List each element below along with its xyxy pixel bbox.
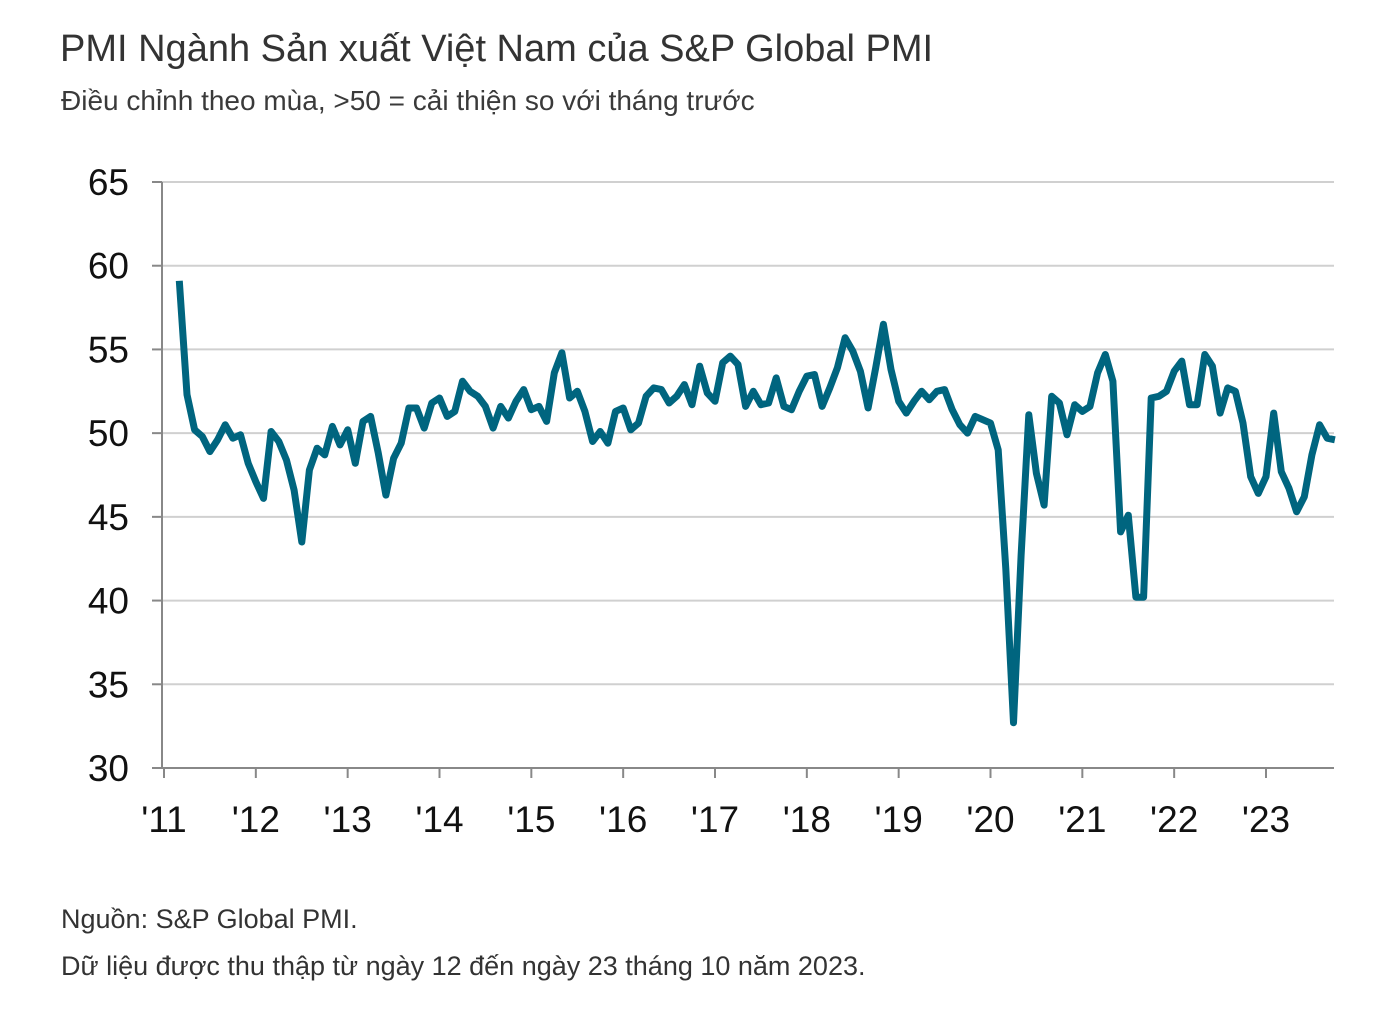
x-tick-label: '11 [141,799,186,840]
chart-title: PMI Ngành Sản xuất Việt Nam của S&P Glob… [60,28,934,70]
collection-note: Dữ liệu được thu thập từ ngày 12 đến ngà… [61,951,866,981]
y-axis: 65 60 55 50 45 40 35 30 [88,162,163,789]
y-tick-label: 50 [88,413,129,454]
pmi-series-line [175,280,1336,727]
x-tick-label: '16 [599,799,647,840]
y-tick-label: 30 [88,748,129,789]
y-tick-label: 40 [88,581,129,622]
x-tick-label: '14 [415,799,463,840]
x-tick-label: '12 [232,799,280,840]
x-tick-label: '17 [691,799,739,840]
y-tick-label: 35 [88,664,129,705]
x-tick-label: '19 [875,799,923,840]
x-tick-label: '20 [966,799,1014,840]
chart-subtitle: Điều chỉnh theo mùa, >50 = cải thiện so … [61,85,755,116]
x-tick-label: '23 [1242,799,1290,840]
x-tick-label: '18 [783,799,831,840]
x-tick-label: '13 [324,799,372,840]
y-tick-label: 60 [88,246,129,287]
x-axis: '11 '12 '13 '14 '15 '16 '17 '18 '19 '20 '21 '22 '23 [141,767,1334,840]
y-tick-label: 65 [88,162,129,203]
y-tick-label: 45 [88,497,129,538]
x-tick-label: '21 [1058,799,1106,840]
source-note: Nguồn: S&P Global PMI. [61,904,358,934]
x-tick-label: '22 [1150,799,1198,840]
y-tick-label: 55 [88,329,129,370]
x-tick-label: '15 [507,799,555,840]
series-layer [175,280,1336,727]
